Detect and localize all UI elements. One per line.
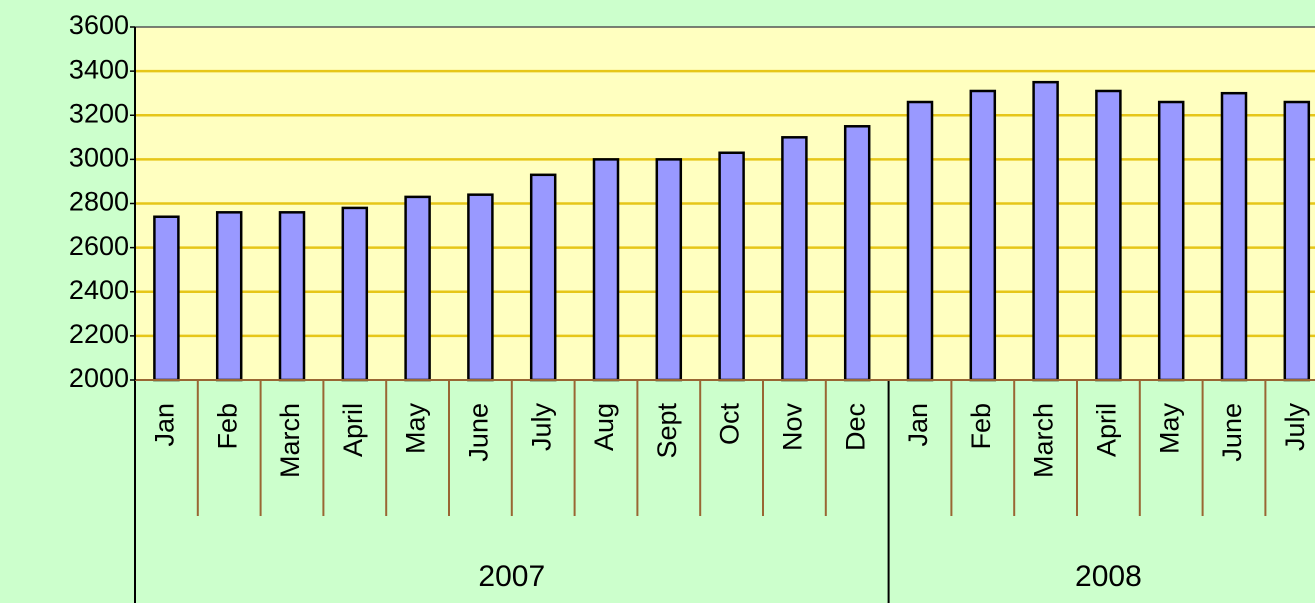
x-tick-label: Aug: [589, 403, 619, 451]
group-label: 2008: [1075, 560, 1142, 593]
x-tick-label: Dec: [840, 403, 870, 451]
y-tick-label: 2200: [69, 319, 129, 349]
x-tick-label: Nov: [778, 403, 808, 452]
x-tick-label: March: [275, 403, 305, 478]
x-tick-label: Oct: [715, 403, 745, 446]
x-tick-label: June: [1217, 403, 1247, 462]
x-tick-label: July: [526, 403, 556, 452]
y-tick-label: 2000: [69, 363, 129, 393]
bar: [1220, 91, 1248, 382]
x-tick-label: June: [464, 403, 494, 462]
y-tick-label: 3000: [69, 143, 129, 173]
y-tick-label: 3200: [69, 98, 129, 128]
y-tick-label: 2600: [69, 231, 129, 261]
bar: [592, 158, 620, 382]
bar: [404, 195, 431, 382]
bar: [1032, 80, 1059, 382]
x-tick-label: July: [1280, 403, 1310, 452]
bar: [781, 136, 808, 382]
x-tick-label: Sept: [652, 403, 682, 459]
y-tick-label: 2400: [69, 275, 129, 305]
x-tick-label: Feb: [966, 403, 996, 450]
group-label: 2007: [478, 560, 545, 593]
x-tick-label: April: [1092, 403, 1122, 457]
x-tick-label: May: [1154, 403, 1184, 455]
bar: [529, 173, 557, 382]
bar: [467, 193, 494, 382]
bar: [341, 206, 369, 382]
bar: [843, 125, 871, 382]
x-tick-label: March: [1029, 403, 1059, 478]
x-tick-label: Feb: [212, 403, 242, 450]
bar: [153, 215, 180, 382]
bar: [1157, 100, 1185, 382]
bar: [1283, 100, 1311, 382]
x-tick-label: May: [401, 403, 431, 455]
x-tick-label: Jan: [150, 403, 180, 447]
bar: [655, 158, 683, 382]
bar: [969, 89, 997, 382]
x-tick-label: Jan: [903, 403, 933, 447]
y-tick-label: 3600: [69, 10, 129, 40]
y-tick-label: 2800: [69, 187, 129, 217]
x-tick-label: April: [338, 403, 368, 457]
bar: [906, 100, 934, 382]
bar: [278, 211, 306, 382]
bar: [215, 211, 243, 382]
bar: [718, 151, 745, 382]
bar: [1095, 89, 1122, 382]
y-tick-label: 3400: [69, 54, 129, 84]
